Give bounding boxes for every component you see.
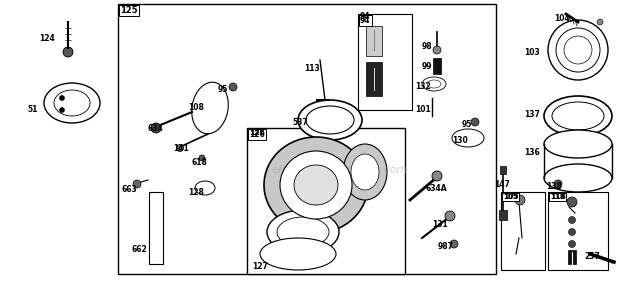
- Ellipse shape: [294, 165, 338, 205]
- Text: 94: 94: [360, 12, 371, 21]
- Ellipse shape: [548, 20, 608, 80]
- Circle shape: [60, 96, 64, 100]
- Ellipse shape: [54, 90, 90, 116]
- Circle shape: [515, 195, 525, 205]
- Circle shape: [199, 155, 205, 161]
- Ellipse shape: [544, 130, 612, 158]
- Circle shape: [567, 197, 577, 207]
- Ellipse shape: [544, 96, 612, 136]
- Circle shape: [569, 228, 575, 235]
- Circle shape: [432, 171, 442, 181]
- Circle shape: [177, 144, 184, 151]
- Circle shape: [151, 123, 161, 133]
- Text: eReplacementParts.com: eReplacementParts.com: [272, 165, 408, 175]
- Text: 141: 141: [173, 144, 188, 153]
- Ellipse shape: [192, 82, 228, 134]
- Text: 131: 131: [432, 220, 448, 229]
- Text: 138: 138: [546, 182, 562, 191]
- Circle shape: [450, 240, 458, 248]
- Text: 105: 105: [503, 194, 518, 200]
- Text: 128: 128: [188, 188, 204, 197]
- Text: 98: 98: [422, 42, 433, 51]
- Text: 124: 124: [39, 34, 55, 43]
- Text: 94: 94: [360, 16, 371, 25]
- Text: 634A: 634A: [426, 184, 448, 193]
- Text: 137: 137: [524, 110, 540, 119]
- Text: 127: 127: [252, 262, 268, 271]
- Bar: [247, 128, 405, 274]
- Text: 103: 103: [524, 48, 540, 57]
- Ellipse shape: [427, 80, 441, 88]
- Ellipse shape: [44, 83, 100, 123]
- Ellipse shape: [351, 154, 379, 190]
- Bar: [548, 192, 608, 270]
- Bar: [366, 62, 382, 96]
- Circle shape: [63, 47, 73, 57]
- Ellipse shape: [280, 151, 352, 219]
- Text: 136: 136: [524, 148, 540, 157]
- Ellipse shape: [277, 217, 329, 247]
- Bar: [501, 192, 545, 270]
- Text: 104: 104: [554, 14, 570, 23]
- Circle shape: [133, 180, 141, 188]
- Text: 147: 147: [494, 180, 510, 189]
- Text: 126: 126: [249, 128, 265, 137]
- Bar: [499, 210, 507, 220]
- Text: 663: 663: [122, 185, 138, 194]
- Ellipse shape: [552, 102, 604, 130]
- Text: 51: 51: [28, 105, 38, 114]
- Ellipse shape: [267, 210, 339, 254]
- Ellipse shape: [298, 100, 362, 140]
- Bar: [358, 14, 412, 110]
- Circle shape: [597, 19, 603, 25]
- Text: 257: 257: [584, 252, 600, 261]
- Circle shape: [229, 83, 237, 91]
- Text: 95: 95: [218, 85, 228, 94]
- Ellipse shape: [264, 137, 368, 233]
- Text: 125: 125: [120, 6, 138, 15]
- Bar: [149, 192, 163, 264]
- Ellipse shape: [343, 144, 387, 200]
- Text: 105: 105: [503, 192, 518, 201]
- Ellipse shape: [306, 106, 354, 134]
- Ellipse shape: [195, 181, 215, 195]
- Circle shape: [471, 118, 479, 126]
- Text: 95: 95: [462, 120, 472, 129]
- Bar: [118, 4, 496, 274]
- Bar: [568, 250, 576, 264]
- Circle shape: [569, 241, 575, 248]
- Text: 130: 130: [452, 136, 467, 145]
- Text: 132: 132: [415, 82, 431, 91]
- Text: 99: 99: [422, 62, 433, 71]
- Ellipse shape: [556, 28, 600, 72]
- Circle shape: [60, 107, 64, 113]
- Text: 987: 987: [438, 242, 454, 251]
- Text: 634: 634: [148, 124, 164, 133]
- Text: 113: 113: [304, 64, 320, 73]
- Ellipse shape: [422, 77, 446, 91]
- Text: 537: 537: [292, 118, 308, 127]
- Text: 662: 662: [132, 245, 148, 254]
- Bar: [366, 26, 382, 56]
- Ellipse shape: [544, 164, 612, 192]
- Text: 101: 101: [415, 105, 431, 114]
- Circle shape: [445, 211, 455, 221]
- Circle shape: [569, 217, 575, 224]
- Circle shape: [433, 46, 441, 54]
- Ellipse shape: [452, 129, 484, 147]
- Text: 108: 108: [188, 103, 204, 112]
- Bar: [433, 58, 441, 74]
- Text: 118: 118: [550, 192, 566, 201]
- Text: 618: 618: [191, 158, 207, 167]
- Text: 118: 118: [550, 194, 565, 200]
- Bar: [500, 166, 506, 174]
- Circle shape: [554, 180, 562, 188]
- Ellipse shape: [260, 238, 336, 270]
- Ellipse shape: [564, 36, 592, 64]
- Text: 126: 126: [249, 130, 265, 139]
